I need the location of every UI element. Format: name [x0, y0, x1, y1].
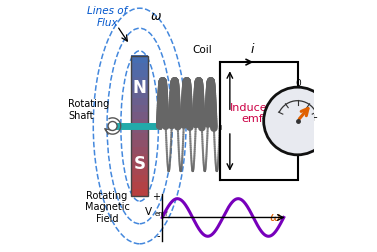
Text: S: S [133, 155, 146, 173]
Bar [131, 147, 149, 154]
Bar [131, 98, 149, 105]
Text: -: - [262, 113, 266, 123]
Text: N: N [133, 79, 147, 97]
Text: 0: 0 [295, 79, 300, 88]
Text: Rotating
Magnetic
Field: Rotating Magnetic Field [84, 191, 129, 224]
Bar [131, 168, 149, 175]
Text: Coil: Coil [192, 45, 212, 55]
Text: i: i [251, 43, 254, 56]
Bar [131, 55, 149, 63]
Text: V: V [145, 207, 152, 217]
Bar [131, 104, 149, 112]
Bar [131, 76, 149, 84]
Bar [131, 153, 149, 161]
Bar [131, 56, 149, 196]
Bar [131, 182, 149, 189]
Bar [131, 69, 149, 77]
Bar [131, 83, 149, 91]
Bar [131, 161, 149, 168]
Text: +: + [152, 193, 160, 202]
Bar [131, 140, 149, 147]
Bar [131, 125, 149, 133]
Text: Lines of
Flux: Lines of Flux [87, 6, 127, 28]
Bar [131, 189, 149, 196]
Text: ω: ω [270, 211, 280, 224]
Circle shape [108, 121, 117, 131]
Bar [131, 111, 149, 119]
Text: Induced
emf: Induced emf [230, 103, 275, 124]
Circle shape [264, 87, 331, 155]
Bar [131, 118, 149, 126]
Text: Rotating
Shaft: Rotating Shaft [68, 99, 109, 120]
Bar [131, 175, 149, 182]
Text: emf: emf [155, 211, 168, 217]
Bar [220, 62, 297, 180]
Bar [131, 90, 149, 98]
Text: -: - [156, 231, 160, 241]
Text: ω: ω [151, 11, 161, 23]
Text: +: + [309, 113, 319, 123]
Bar [131, 133, 149, 140]
Bar [131, 62, 149, 70]
